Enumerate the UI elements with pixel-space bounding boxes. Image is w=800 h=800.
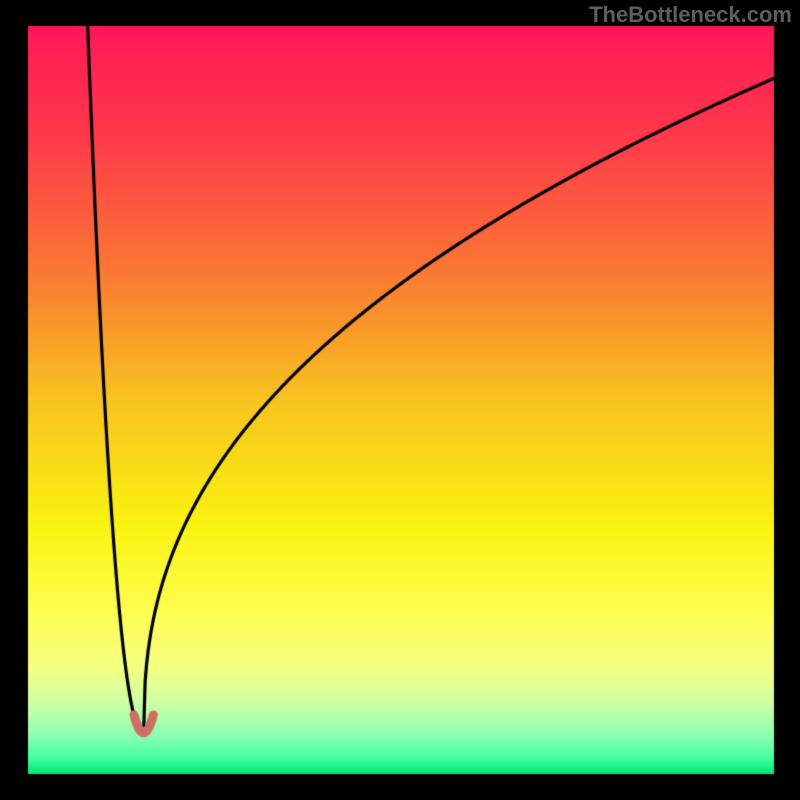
plot-canvas [0,0,800,800]
watermark-text: TheBottleneck.com [589,2,792,28]
chart-stage: TheBottleneck.com [0,0,800,800]
